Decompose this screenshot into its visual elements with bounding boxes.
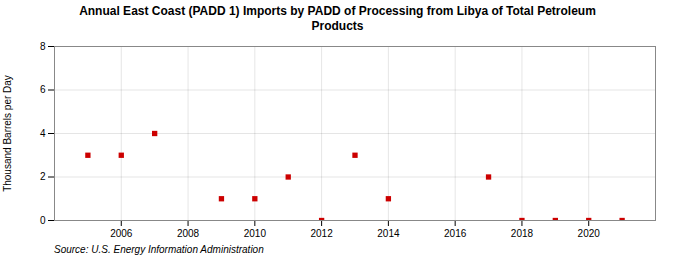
svg-text:2014: 2014 — [377, 228, 400, 239]
html-text:Source: U.S. Energy Informatio: Source: U.S. Energy Information Administ… — [54, 244, 264, 255]
svg-text:2020: 2020 — [578, 228, 601, 239]
svg-text:2012: 2012 — [310, 228, 333, 239]
svg-text:Thousand Barrels per Day: Thousand Barrels per Day — [2, 75, 13, 192]
svg-text:6: 6 — [40, 84, 46, 95]
svg-text:0: 0 — [40, 215, 46, 226]
svg-text:2010: 2010 — [244, 228, 267, 239]
svg-text:2: 2 — [40, 171, 46, 182]
svg-text:2006: 2006 — [110, 228, 133, 239]
html-text:Annual East Coast (PADD 1) Imp: Annual East Coast (PADD 1) Imports by PA… — [79, 4, 596, 33]
svg-text:8: 8 — [40, 41, 46, 52]
svg-text:2018: 2018 — [511, 228, 534, 239]
svg-text:4: 4 — [40, 128, 46, 139]
svg-text:2008: 2008 — [177, 228, 200, 239]
svg-text:2016: 2016 — [444, 228, 467, 239]
